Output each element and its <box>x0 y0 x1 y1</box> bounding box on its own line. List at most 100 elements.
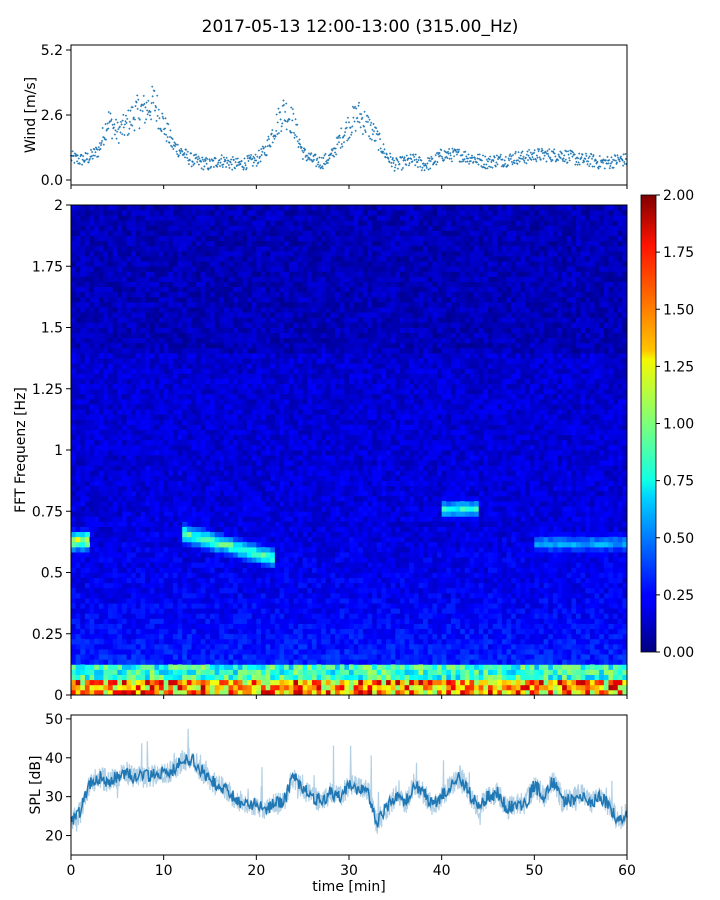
heatmap-cell <box>191 398 197 405</box>
heatmap-cell <box>75 623 81 630</box>
heatmap-cell <box>89 582 95 589</box>
heatmap-cell <box>172 546 178 553</box>
heatmap-cell <box>191 516 197 522</box>
heatmap-cell <box>200 587 206 594</box>
heatmap-cell <box>177 485 183 492</box>
heatmap-cell <box>135 363 141 369</box>
wind-point <box>143 94 145 97</box>
heatmap-cell <box>205 689 211 696</box>
heatmap-cell <box>84 281 90 288</box>
heatmap-cell <box>140 312 146 318</box>
heatmap-cell <box>84 271 90 277</box>
heatmap-cell <box>131 220 137 226</box>
heatmap-cell <box>98 536 104 543</box>
wind-point <box>192 163 194 166</box>
heatmap-cell <box>214 429 220 436</box>
heatmap-cell <box>131 205 137 211</box>
heatmap-cell <box>168 552 174 558</box>
wind-point <box>430 155 432 158</box>
heatmap-cell <box>98 342 104 349</box>
heatmap-cell <box>214 460 220 466</box>
heatmap-cell <box>163 332 169 339</box>
wind-point <box>221 164 223 166</box>
heatmap-cell <box>140 404 146 410</box>
heatmap-cell <box>71 419 77 425</box>
heatmap-cell <box>159 572 165 578</box>
heatmap-cell <box>80 664 86 670</box>
wind-point <box>351 125 353 128</box>
wind-point <box>249 156 250 159</box>
heatmap-cell <box>145 572 151 578</box>
heatmap-cell <box>80 434 86 441</box>
heatmap-cell <box>71 608 77 614</box>
wind-point <box>470 160 472 163</box>
heatmap-cell <box>112 393 118 400</box>
heatmap-cell <box>75 250 81 257</box>
heatmap-cell <box>71 455 77 461</box>
heatmap-cell <box>75 378 81 385</box>
heatmap-cell <box>200 618 206 624</box>
wind-point <box>71 159 72 162</box>
heatmap-cell <box>108 235 114 242</box>
heatmap-cell <box>98 689 104 696</box>
wind-point <box>589 163 591 165</box>
heatmap-cell <box>168 490 174 497</box>
wind-point <box>475 160 477 163</box>
heatmap-cell <box>121 506 127 512</box>
heatmap-cell <box>163 536 169 543</box>
heatmap-cell <box>117 378 123 385</box>
heatmap-cell <box>200 245 206 252</box>
heatmap-cell <box>163 271 169 277</box>
heatmap-cell <box>182 536 188 543</box>
heatmap-cell <box>177 337 183 344</box>
wind-point <box>286 120 288 123</box>
heatmap-cell <box>200 373 206 379</box>
heatmap-cell <box>159 266 165 272</box>
heatmap-cell <box>89 618 95 624</box>
heatmap-cell <box>159 358 165 364</box>
heatmap-cell <box>163 317 169 323</box>
heatmap-cell <box>172 557 178 563</box>
heatmap-cell <box>140 409 146 415</box>
wind-point <box>244 157 245 160</box>
heatmap-cell <box>84 393 90 400</box>
heatmap-cell <box>172 322 178 328</box>
heatmap-cell <box>196 245 202 252</box>
wind-point <box>163 128 165 131</box>
heatmap-cell <box>205 332 211 339</box>
heatmap-cell <box>210 628 216 635</box>
heatmap-cell <box>145 460 151 466</box>
heatmap-cell <box>117 393 123 400</box>
heatmap-cell <box>71 240 77 247</box>
heatmap-cell <box>80 347 86 354</box>
heatmap-cell <box>186 623 192 630</box>
heatmap-cell <box>75 679 81 686</box>
heatmap-cell <box>75 429 81 436</box>
heatmap-cell <box>108 322 114 328</box>
heatmap-cell <box>145 358 151 364</box>
wind-point <box>119 125 121 128</box>
heatmap-cell <box>80 516 86 522</box>
heatmap-cell <box>135 261 141 267</box>
wind-point <box>230 158 232 161</box>
heatmap-cell <box>214 307 220 313</box>
heatmap-cell <box>121 281 127 288</box>
heatmap-cell <box>145 281 151 288</box>
heatmap-cell <box>159 638 165 645</box>
wind-point <box>418 159 419 162</box>
heatmap-cell <box>172 592 178 599</box>
heatmap-cell <box>210 322 216 328</box>
heatmap-cell <box>196 475 202 482</box>
heatmap-cell <box>121 225 127 231</box>
wind-point <box>283 99 284 102</box>
wind-point <box>611 161 613 163</box>
heatmap-cell <box>126 276 132 282</box>
wind-point <box>519 157 521 160</box>
heatmap-cell <box>71 592 77 599</box>
wind-point <box>88 161 90 164</box>
heatmap-cell <box>186 383 192 390</box>
heatmap-cell <box>71 633 77 640</box>
heatmap-cell <box>214 654 220 660</box>
heatmap-cell <box>186 404 192 410</box>
heatmap-cell <box>163 358 169 364</box>
